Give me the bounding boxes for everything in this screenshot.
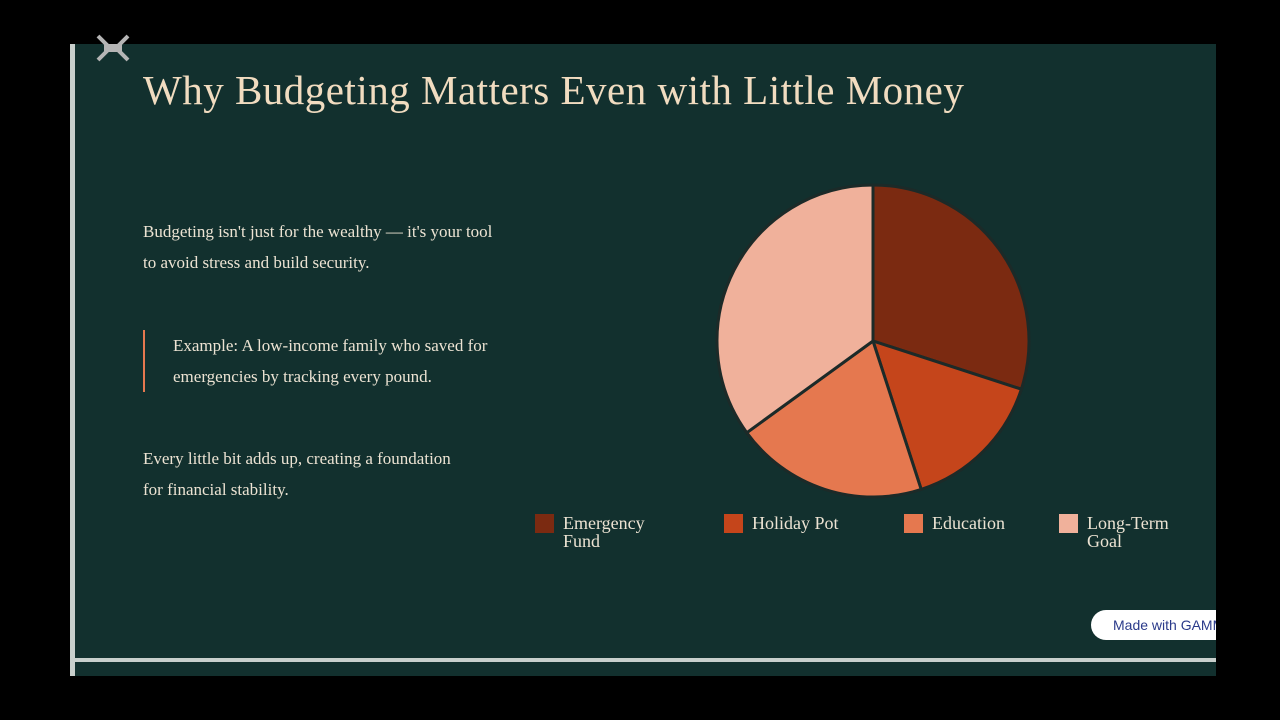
legend-label: Emergency Fund: [563, 513, 645, 551]
quote: Example: A low-income family who saved f…: [143, 330, 493, 392]
legend-swatch: [1059, 514, 1078, 533]
badge[interactable]: Made with GAMMA: [1091, 610, 1216, 640]
frame-border: [70, 658, 1216, 662]
pie-slice: [744, 338, 924, 499]
legend-swatch: [535, 514, 554, 533]
legend-swatch: [724, 514, 743, 533]
legend-label: Holiday Pot: [752, 513, 839, 533]
app-logo: [96, 34, 130, 62]
legend-label: Education: [932, 513, 1005, 533]
chart: [715, 183, 1031, 499]
legend-item: Long-Term Goal: [1059, 514, 1169, 550]
paragraph: Budgeting isn't just for the wealthy — i…: [143, 222, 493, 272]
legend-label: Long-Term Goal: [1087, 513, 1169, 551]
legend-item: Emergency Fund: [535, 514, 655, 550]
pie-slice: [871, 183, 1031, 392]
slide: Why Budgeting Matters Even with Little M…: [70, 44, 1216, 676]
legend-item: Holiday Pot: [724, 514, 864, 533]
paragraph: Every little bit adds up, creating a fou…: [143, 449, 451, 499]
slide-title: Why Budgeting Matters Even with Little M…: [143, 67, 965, 113]
legend-swatch: [904, 514, 923, 533]
legend-item: Education: [904, 514, 1034, 533]
pie-slice: [715, 183, 875, 435]
frame-border: [70, 44, 75, 676]
